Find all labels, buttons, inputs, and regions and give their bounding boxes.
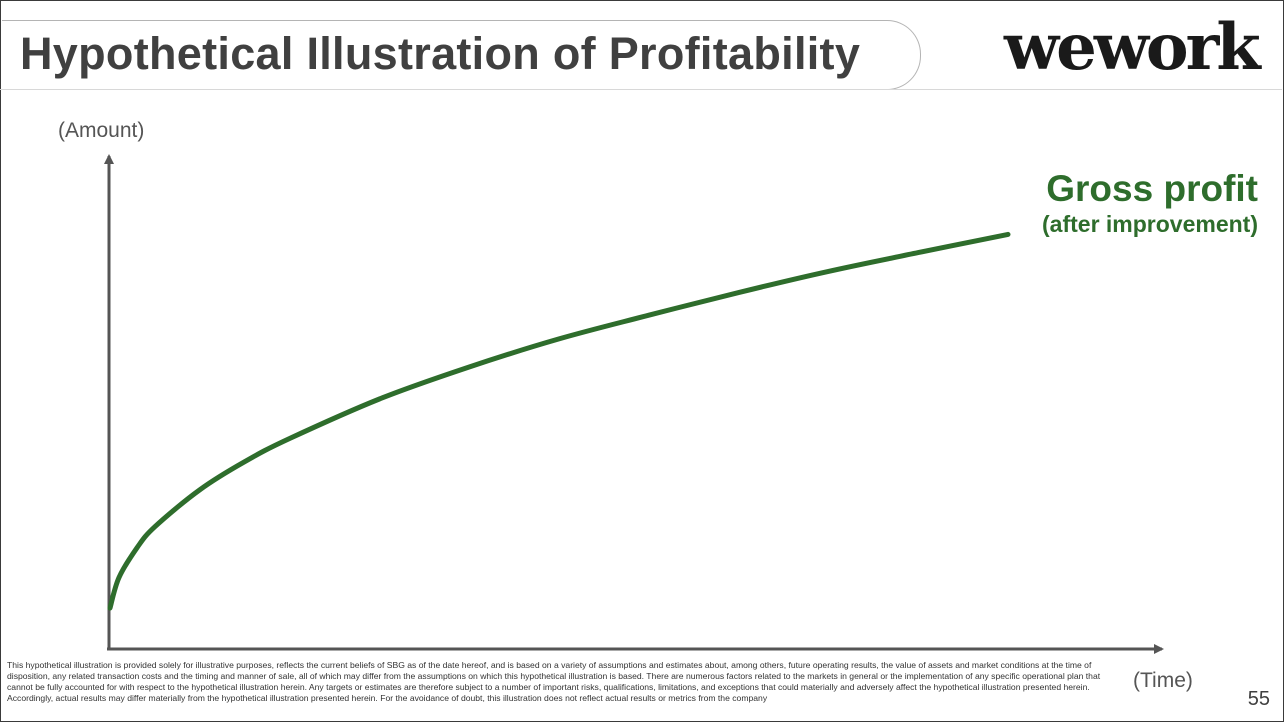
- gross-profit-line: [107, 231, 1011, 611]
- page-number: 55: [1247, 688, 1270, 710]
- series-layer: [107, 231, 1011, 611]
- header-divider: [0, 89, 1282, 90]
- series-label: Gross profit (after improvement): [1042, 168, 1258, 238]
- disclaimer-footnote: This hypothetical illustration is provid…: [7, 660, 1101, 703]
- y-axis-label: (Amount): [58, 119, 144, 142]
- x-axis-label: (Time): [1133, 669, 1193, 692]
- series-name: Gross profit: [1046, 168, 1258, 209]
- series-subtitle: (after improvement): [1042, 211, 1258, 237]
- wework-logo: wework: [1004, 10, 1261, 85]
- title-banner: [2, 20, 921, 90]
- slide-title: Hypothetical Illustration of Profitabili…: [20, 28, 861, 79]
